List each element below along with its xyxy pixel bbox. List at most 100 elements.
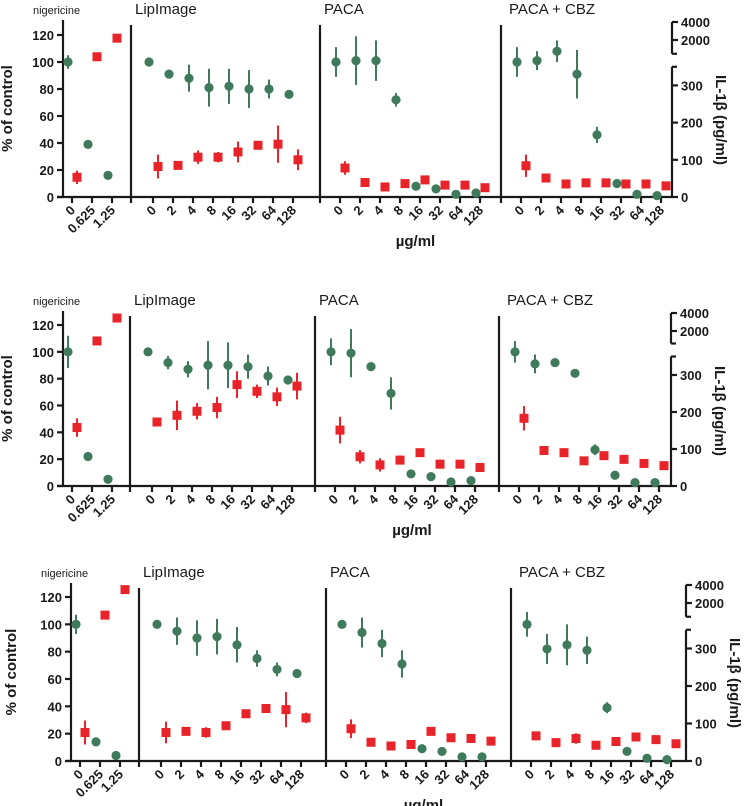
x-tick-label: 0 [511,203,527,219]
y2-tick-label: 200 [681,116,703,131]
il1b-point [386,741,396,751]
y-tick-label: 100 [32,55,54,70]
il1b-point [233,147,243,157]
il1b-point [519,413,529,423]
il1b-point [601,178,611,188]
viability-point [457,752,467,762]
viability-point [371,56,381,66]
y-tick-label: 0 [47,190,54,205]
il1b-point [153,161,163,171]
viability-point [264,84,274,94]
y-tick-label: 60 [48,672,62,687]
viability-point [550,357,560,368]
viability-point [83,139,93,149]
il1b-point [252,386,262,396]
viability-point [406,469,416,479]
y2-break-tick-label: 4000 [680,306,709,321]
viability-point [477,752,487,762]
il1b-point [631,732,641,742]
y-tick-label: 20 [48,727,62,742]
viability-point [572,69,582,79]
panel-title: PACA [330,564,370,581]
y-tick-label: 40 [40,425,54,440]
il1b-point [181,726,191,736]
il1b-point [579,456,589,466]
x-tick-label: 32 [425,203,446,224]
viability-point [224,81,234,91]
y-tick-label: 120 [32,28,54,43]
y2-tick-label: 200 [695,679,717,694]
il1b-point [152,417,162,427]
x-tick-label: 32 [237,492,258,513]
viability-point [272,664,282,675]
viability-point [612,178,622,189]
x-tick-label: 128 [639,492,665,518]
panel-title: PACA + CBZ [507,292,593,309]
x-tick-label: 4 [183,202,199,218]
viability-point [610,470,620,480]
viability-point [212,632,222,642]
il1b-point [241,709,251,719]
il1b-point [455,459,465,469]
x-tick-label: 32 [238,203,259,224]
x-tick-label: 4 [191,766,207,782]
il1b-point [531,731,541,741]
il1b-point [611,737,621,746]
y-tick-label: 20 [40,163,54,178]
panel-title: nigericine [33,296,80,308]
y-axis-title: % of control [0,355,16,442]
x-tick-label: 4 [365,491,381,507]
x-tick-label: 128 [466,767,492,793]
x-tick-label: 2 [529,492,545,508]
viability-point [346,348,356,358]
x-tick-label: 8 [203,203,219,219]
x-tick-label: 2 [162,492,178,508]
y-tick-label: 60 [40,399,54,414]
il1b-point [120,585,130,595]
viability-point [582,645,592,655]
x-tick-label: 0 [521,767,537,783]
x-tick-label: 128 [641,203,667,229]
y2-break-tick-label: 2000 [681,33,710,48]
x-tick-label: 2 [356,767,372,783]
il1b-point [581,178,591,188]
y2-tick-label: 100 [681,153,703,168]
il1b-point [435,459,445,469]
il1b-point [440,180,450,190]
x-axis-title: µg/ml [404,797,443,806]
x-tick-label: 128 [281,767,307,793]
y-tick-label: 120 [32,318,54,333]
il1b-point [460,180,470,190]
il1b-point [366,737,376,747]
x-tick-label: 4 [549,491,565,507]
y-tick-label: 100 [40,617,62,632]
il1b-point [272,392,282,402]
y2-tick-label: 300 [695,642,717,657]
y2-tick-label: 300 [681,78,703,93]
il1b-point [641,179,651,189]
il1b-point [80,728,90,737]
viability-point [243,361,253,372]
il1b-point [571,734,581,743]
y2-axis-title: IL-1β (pg/ml) [712,75,729,165]
il1b-point [335,425,345,435]
x-tick-label: 32 [604,492,625,513]
il1b-point [192,406,202,416]
y2-tick-label: 300 [680,368,702,383]
viability-point [366,361,376,372]
viability-point [411,181,421,191]
viability-point [223,360,233,370]
y2-tick-label: 200 [680,405,702,420]
il1b-point [426,726,436,736]
viability-point [203,360,213,370]
x-tick-label: 16 [400,492,421,513]
y-axis-title: % of control [0,65,16,152]
viability-point [437,746,447,757]
x-tick-label: 16 [217,492,238,513]
panel-title: nigericine [33,5,80,17]
x-tick-label: 32 [246,767,267,788]
panel-title: PACA + CBZ [509,1,595,18]
